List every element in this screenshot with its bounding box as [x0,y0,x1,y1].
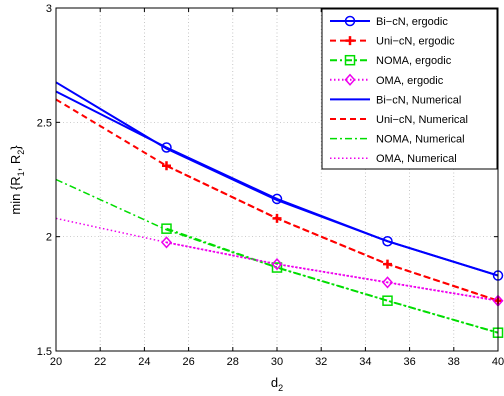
data-point-uni-cn-ergodic [272,213,282,223]
x-tick-label: 38 [448,356,460,368]
y-tick-label: 1.5 [37,346,52,358]
x-tick-label: 40 [492,356,504,368]
x-tick-label: 28 [227,356,239,368]
x-tick-label: 36 [403,356,415,368]
data-point-bi-cn-ergodic [271,193,283,205]
y-axis-label-sub2: 2 [16,150,26,155]
data-point-oma-ergodic [271,257,283,271]
legend-label-noma-numerical: NOMA, Numerical [376,134,465,146]
axis-ticks: 20 22 24 26 28 30 32 34 36 38 40 1.5 2 2.5 3 [37,3,504,368]
legend-marker-noma-ergodic [344,54,356,66]
legend-label-bi-cn-ergodic: Bi−cN, ergodic [376,16,448,28]
y-axis-label: min {R1, R2} [8,145,26,215]
y-tick-label: 2 [46,232,52,244]
y-tick-label: 3 [46,3,52,15]
legend-marker-oma-ergodic [344,73,356,86]
data-point-noma-ergodic [382,295,393,306]
legend-marker-uni-cn-ergodic [345,36,355,46]
data-point-bi-cn-ergodic [382,235,393,247]
y-axis-label-mid: , R [8,155,23,172]
x-tick-label: 26 [182,356,194,368]
y-tick-label: 2.5 [37,117,52,129]
x-tick-label: 20 [50,356,62,368]
legend-label-noma-ergodic: NOMA, ergodic [376,55,452,67]
legend-label-bi-cn-numerical: Bi−cN, Numerical [376,94,461,106]
x-tick-label: 22 [94,356,106,368]
y-axis-label-end: } [8,145,23,150]
x-tick-label: 24 [138,356,150,368]
y-axis-label-main: min {R [8,176,23,214]
legend-label-uni-cn-ergodic: Uni−cN, ergodic [376,36,455,48]
legend-box [321,8,498,170]
data-point-uni-cn-ergodic [162,161,171,171]
legend-label-oma-ergodic: OMA, ergodic [376,75,444,87]
data-point-bi-cn-ergodic [161,142,172,153]
series-line-noma-numerical [55,178,499,334]
markers [160,142,504,338]
x-axis-label-subscript: 2 [278,383,283,393]
legend-label-oma-numerical: OMA, Numerical [376,153,457,165]
data-point-noma-ergodic [271,262,283,273]
series-line-bi-cn-numerical [55,81,499,277]
data-point-oma-ergodic [381,276,394,289]
legend: Bi−cN, ergodic Uni−cN, ergodic NOMA, ergod… [321,8,498,170]
x-axis-label-main: d [271,375,278,390]
x-tick-label: 30 [271,356,283,368]
x-tick-label: 32 [315,356,327,368]
legend-marker-bi-cn-ergodic [344,15,356,27]
legend-label-uni-cn-numerical: Uni−cN, Numerical [376,114,468,126]
data-point-oma-ergodic [160,236,173,249]
y-axis-label-sub1: 1 [16,171,26,176]
data-point-uni-cn-ergodic [383,259,392,269]
x-axis-label: d2 [271,375,283,393]
data-point-noma-ergodic [161,223,172,234]
x-tick-label: 34 [359,356,371,368]
